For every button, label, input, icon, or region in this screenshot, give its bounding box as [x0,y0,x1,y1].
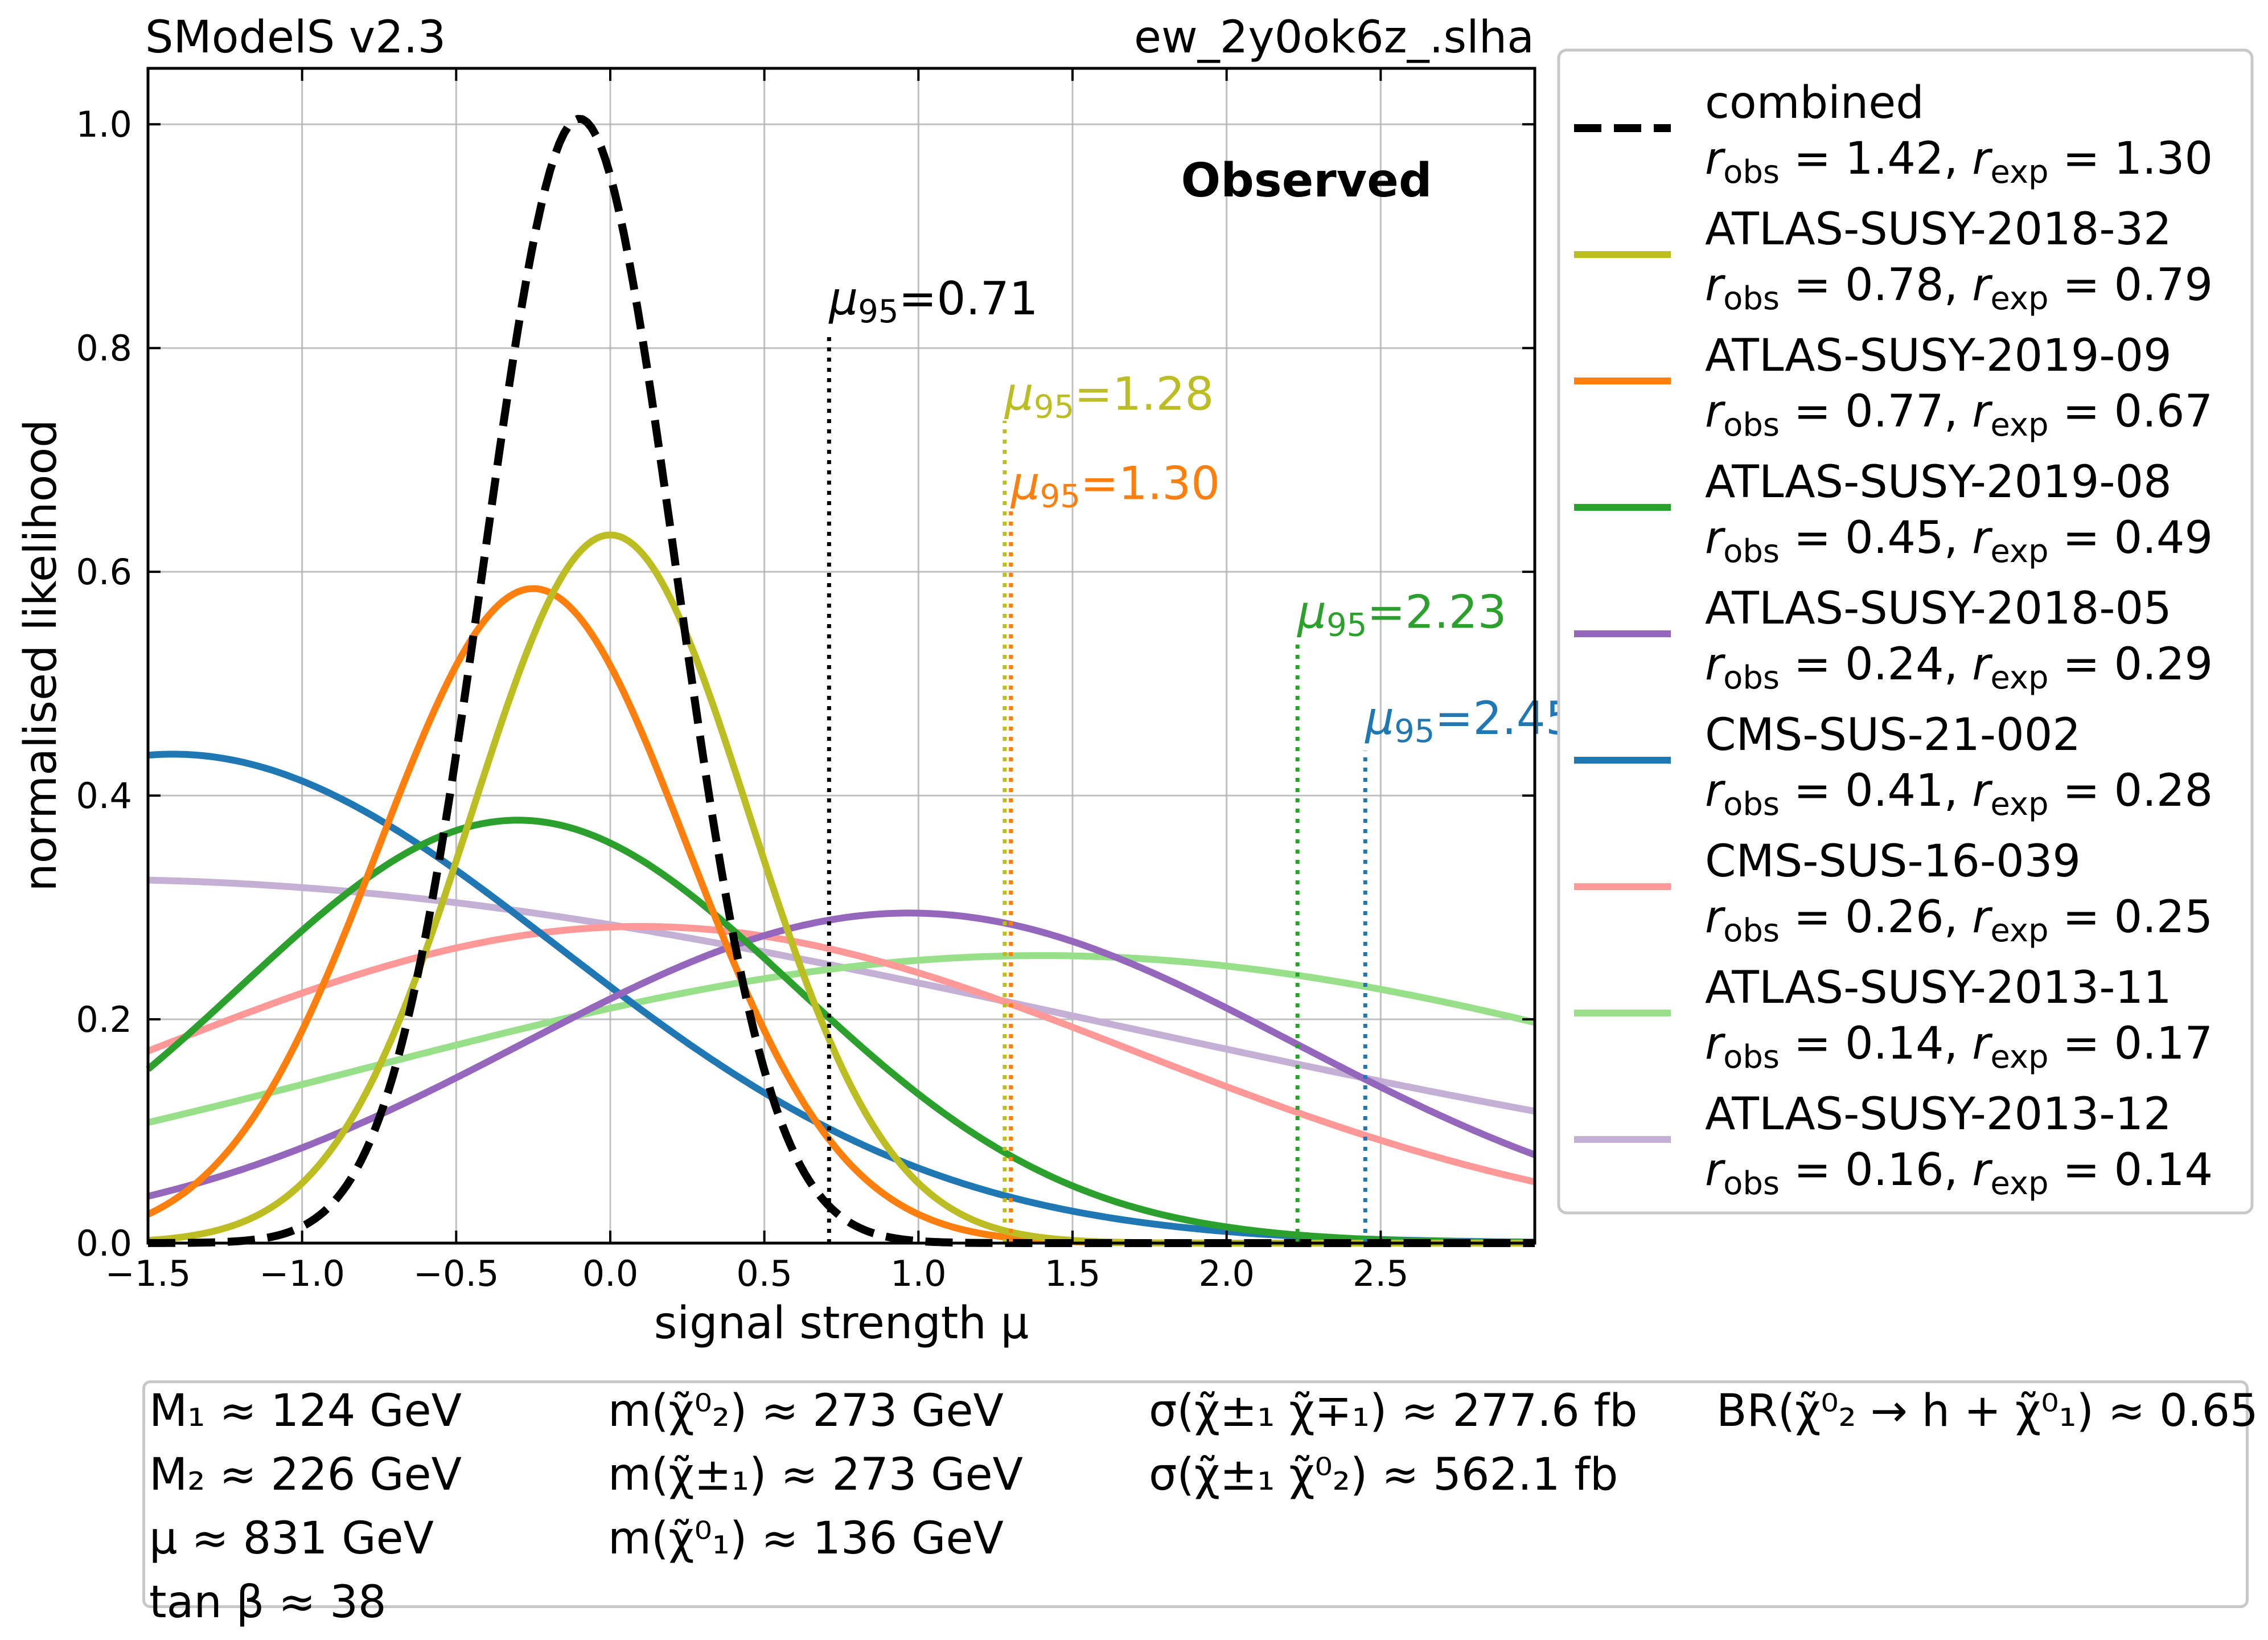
legend-r-values: robs = 1.42, rexp = 1.30 [1705,133,2213,191]
param-m-chi20: m(χ̃⁰₂) ≈ 273 GeV [608,1385,1004,1437]
legend-r-values: robs = 0.41, rexp = 0.28 [1705,765,2213,823]
mu95-markers: μ95=0.71 μ95=1.28 μ95=1.30 μ95=2.23 μ95=2.45 [827,272,1575,1243]
param-xsec-c1c1: σ(χ̃±₁ χ̃∓₁) ≈ 277.6 fb [1149,1385,1638,1437]
x-axis-label: signal strength μ [654,1298,1029,1349]
param-tanbeta: tan β ≈ 38 [149,1577,387,1628]
legend-r-values: robs = 0.14, rexp = 0.17 [1705,1018,2213,1076]
parameter-box [142,1380,2249,1608]
x-tick-label: −1.5 [105,1253,191,1294]
legend-name: ATLAS-SUSY-2019-08 [1705,457,2172,508]
param-xsec-c1n2: σ(χ̃±₁ χ̃⁰₂) ≈ 562.1 fb [1149,1449,1618,1500]
plot-frame [146,67,1536,1245]
legend-r-values: robs = 0.24, rexp = 0.29 [1705,639,2213,696]
param-m-chi10: m(χ̃⁰₁) ≈ 136 GeV [608,1513,1004,1564]
param-col-br: BR(χ̃⁰₂ → h + χ̃⁰₁) ≈ 0.65 [1716,1385,2258,1449]
param-m1: M₁ ≈ 124 GeV [149,1385,462,1437]
param-col-xsec: σ(χ̃±₁ χ̃∓₁) ≈ 277.6 fb σ(χ̃±₁ χ̃⁰₂) ≈ 5… [1149,1385,1637,1512]
legend-r-values: robs = 0.45, rexp = 0.49 [1705,512,2213,570]
legend-r-values: robs = 0.26, rexp = 0.25 [1705,892,2213,949]
x-tick-label: 0.0 [582,1253,639,1294]
param-mu: μ ≈ 831 GeV [149,1513,434,1564]
legend-r-values: robs = 0.77, rexp = 0.67 [1705,386,2213,444]
header-left: SModelS v2.3 [145,12,446,63]
legend-box [1557,48,2254,1215]
mu95-label: μ95=0.71 [828,272,1038,330]
grid [147,68,1535,1244]
legend-name: ATLAS-SUSY-2018-05 [1705,583,2172,634]
axis-ticks: −1.5 −1.0 −0.5 0.0 0.5 1.0 1.5 2.0 2.5 0.0 0.2 0.4 0… [76,68,1535,1294]
mu95-label: μ95=1.28 [1004,367,1214,425]
param-m2: M₂ ≈ 226 GeV [149,1449,462,1500]
x-tick-label: −1.0 [259,1253,345,1294]
param-col-spectrum: m(χ̃⁰₂) ≈ 273 GeV m(χ̃±₁) ≈ 273 GeV m(χ̃… [608,1385,1023,1576]
x-tick-label: 1.5 [1045,1253,1101,1294]
legend-name: ATLAS-SUSY-2013-12 [1705,1089,2172,1140]
y-tick-label: 0.0 [76,1223,132,1264]
x-tick-label: 2.0 [1198,1253,1255,1294]
x-tick-label: 2.5 [1353,1253,1409,1294]
curve-atlas-susy-2013-11 [147,952,1536,1126]
mu95-label: μ95=2.45 [1364,692,1574,750]
legend-name: ATLAS-SUSY-2013-11 [1705,962,2172,1014]
legend-name: CMS-SUS-16-039 [1705,836,2081,887]
mu95-label: μ95=2.23 [1296,585,1506,643]
param-br: BR(χ̃⁰₂ → h + χ̃⁰₁) ≈ 0.65 [1716,1385,2258,1437]
curve-atlas-susy-2019-08 [146,817,1535,1247]
curve-cms-sus-21-002 [147,751,1535,1246]
x-tick-label: 0.5 [736,1253,792,1294]
header-right: ew_2y0ok6z_.slha [1134,12,1534,63]
legend-name: ATLAS-SUSY-2018-32 [1705,204,2172,255]
observed-label: Observed [1181,154,1432,208]
y-tick-label: 0.8 [76,327,132,369]
legend-name: combined [1705,77,1924,129]
param-col-masses: M₁ ≈ 124 GeV M₂ ≈ 226 GeV μ ≈ 831 GeV ta… [149,1385,462,1640]
y-tick-label: 0.6 [76,551,132,593]
y-tick-label: 0.4 [76,775,132,817]
y-tick-label: 1.0 [76,104,132,145]
param-m-chi1pm: m(χ̃±₁) ≈ 273 GeV [608,1449,1023,1500]
legend-name: CMS-SUS-21-002 [1705,710,2081,761]
x-tick-label: −0.5 [413,1253,499,1294]
legend-name: ATLAS-SUSY-2019-09 [1705,330,2172,382]
legend-r-values: robs = 0.16, rexp = 0.14 [1705,1145,2213,1202]
legend-r-values: robs = 0.78, rexp = 0.79 [1705,260,2213,317]
mu95-label: μ95=1.30 [1010,457,1220,515]
y-axis-label: normalised likelihood [15,419,67,891]
y-tick-label: 0.2 [76,999,132,1040]
x-tick-label: 1.0 [890,1253,947,1294]
curve-cms-sus-16-039 [146,923,1536,1186]
